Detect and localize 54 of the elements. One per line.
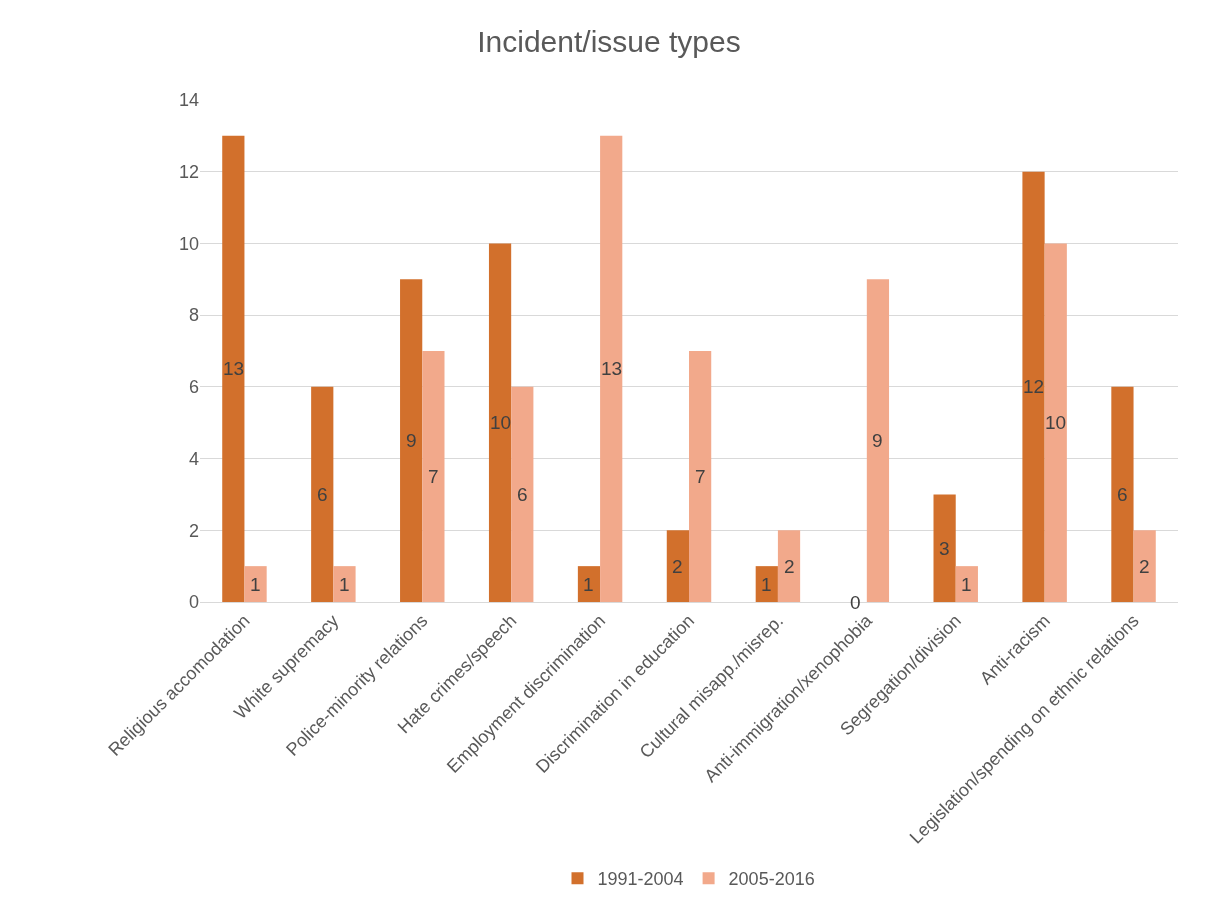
data-label: 2 — [1139, 556, 1150, 577]
bar — [311, 386, 334, 602]
bar — [1111, 386, 1134, 602]
bar — [333, 566, 356, 602]
chart-title: Incident/issue types — [477, 25, 741, 59]
bar — [689, 351, 712, 602]
data-label: 12 — [1023, 376, 1045, 397]
data-label: 6 — [317, 484, 328, 505]
data-label: 10 — [490, 412, 512, 433]
data-label: 3 — [939, 538, 950, 559]
bar — [666, 530, 689, 602]
data-label: 2 — [672, 556, 683, 577]
data-label: 13 — [223, 358, 245, 379]
data-label: 0 — [850, 592, 861, 613]
data-label: 9 — [406, 430, 417, 451]
bar — [777, 530, 801, 602]
bar — [933, 494, 956, 602]
y-tick-label: 0 — [188, 592, 199, 613]
bar — [1133, 530, 1156, 602]
data-label: 6 — [517, 484, 528, 505]
y-tick-label: 14 — [178, 90, 199, 111]
data-label: 7 — [428, 466, 439, 487]
y-tick-label: 2 — [188, 520, 199, 541]
y-tick-label: 4 — [188, 448, 199, 469]
y-tick-label: 6 — [188, 377, 199, 398]
data-label: 10 — [1045, 412, 1067, 433]
bar — [755, 566, 778, 602]
bar — [400, 279, 423, 602]
data-label: 7 — [695, 466, 706, 487]
bar — [866, 279, 890, 602]
bar — [600, 135, 623, 602]
y-tick-label: 12 — [178, 162, 199, 183]
data-label: 1 — [761, 574, 772, 595]
data-label: 9 — [872, 430, 883, 451]
bar — [1022, 171, 1045, 602]
bar — [1044, 243, 1067, 602]
legend-label: 2005-2016 — [728, 869, 815, 890]
data-label: 1 — [339, 574, 350, 595]
data-label: 2 — [784, 556, 795, 577]
bar — [244, 566, 267, 602]
y-tick-label: 8 — [188, 305, 199, 326]
data-label: 6 — [1117, 484, 1128, 505]
bar — [422, 351, 445, 602]
data-label: 1 — [961, 574, 972, 595]
bar — [222, 135, 245, 602]
bar — [511, 386, 534, 602]
data-label: 1 — [250, 574, 261, 595]
bar — [577, 566, 601, 602]
bar — [488, 243, 512, 602]
y-tick-label: 10 — [178, 233, 199, 254]
data-label: 13 — [601, 358, 623, 379]
legend-label: 1991-2004 — [597, 869, 684, 890]
data-label: 1 — [583, 574, 594, 595]
bar — [955, 566, 978, 602]
